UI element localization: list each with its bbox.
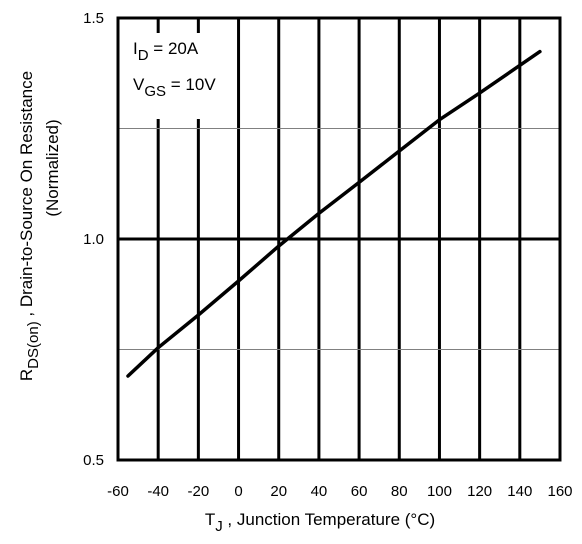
y-axis-title: RDS(on) , Drain-to-Source On Resistance [17, 71, 42, 381]
annotation-id: ID = 20A [133, 39, 199, 64]
plot-frame [116, 16, 562, 462]
x-tick-label: -40 [147, 483, 169, 500]
series-line [126, 49, 542, 378]
x-tick-label: 160 [547, 483, 572, 500]
y-tick-label: 0.5 [83, 452, 104, 469]
x-tick-label: 100 [427, 483, 452, 500]
x-tick-label: -60 [107, 483, 129, 500]
y-axis-title-line2: (Normalized) [43, 119, 62, 216]
x-tick-label: 40 [311, 483, 328, 500]
grid-layer [118, 18, 560, 460]
x-tick-label: 120 [467, 483, 492, 500]
x-tick-label: -20 [188, 483, 210, 500]
annotation-vgs: VGS = 10V [133, 75, 216, 100]
x-tick-label: 140 [507, 483, 532, 500]
x-tick-label: 80 [391, 483, 408, 500]
x-tick-label: 60 [351, 483, 368, 500]
x-tick-label: 0 [234, 483, 242, 500]
tick-layer: -60 -40 -20 0 20 40 60 80 100 120 140 160 0.5 1.0 1.5 [83, 10, 572, 500]
y-tick-label: 1.0 [83, 231, 104, 248]
x-tick-label: 20 [270, 483, 287, 500]
series-layer [126, 49, 542, 378]
y-tick-label: 1.5 [83, 10, 104, 27]
x-axis-title: TJ , Junction Temperature (°C) [205, 510, 435, 535]
annotation-background [123, 33, 237, 119]
